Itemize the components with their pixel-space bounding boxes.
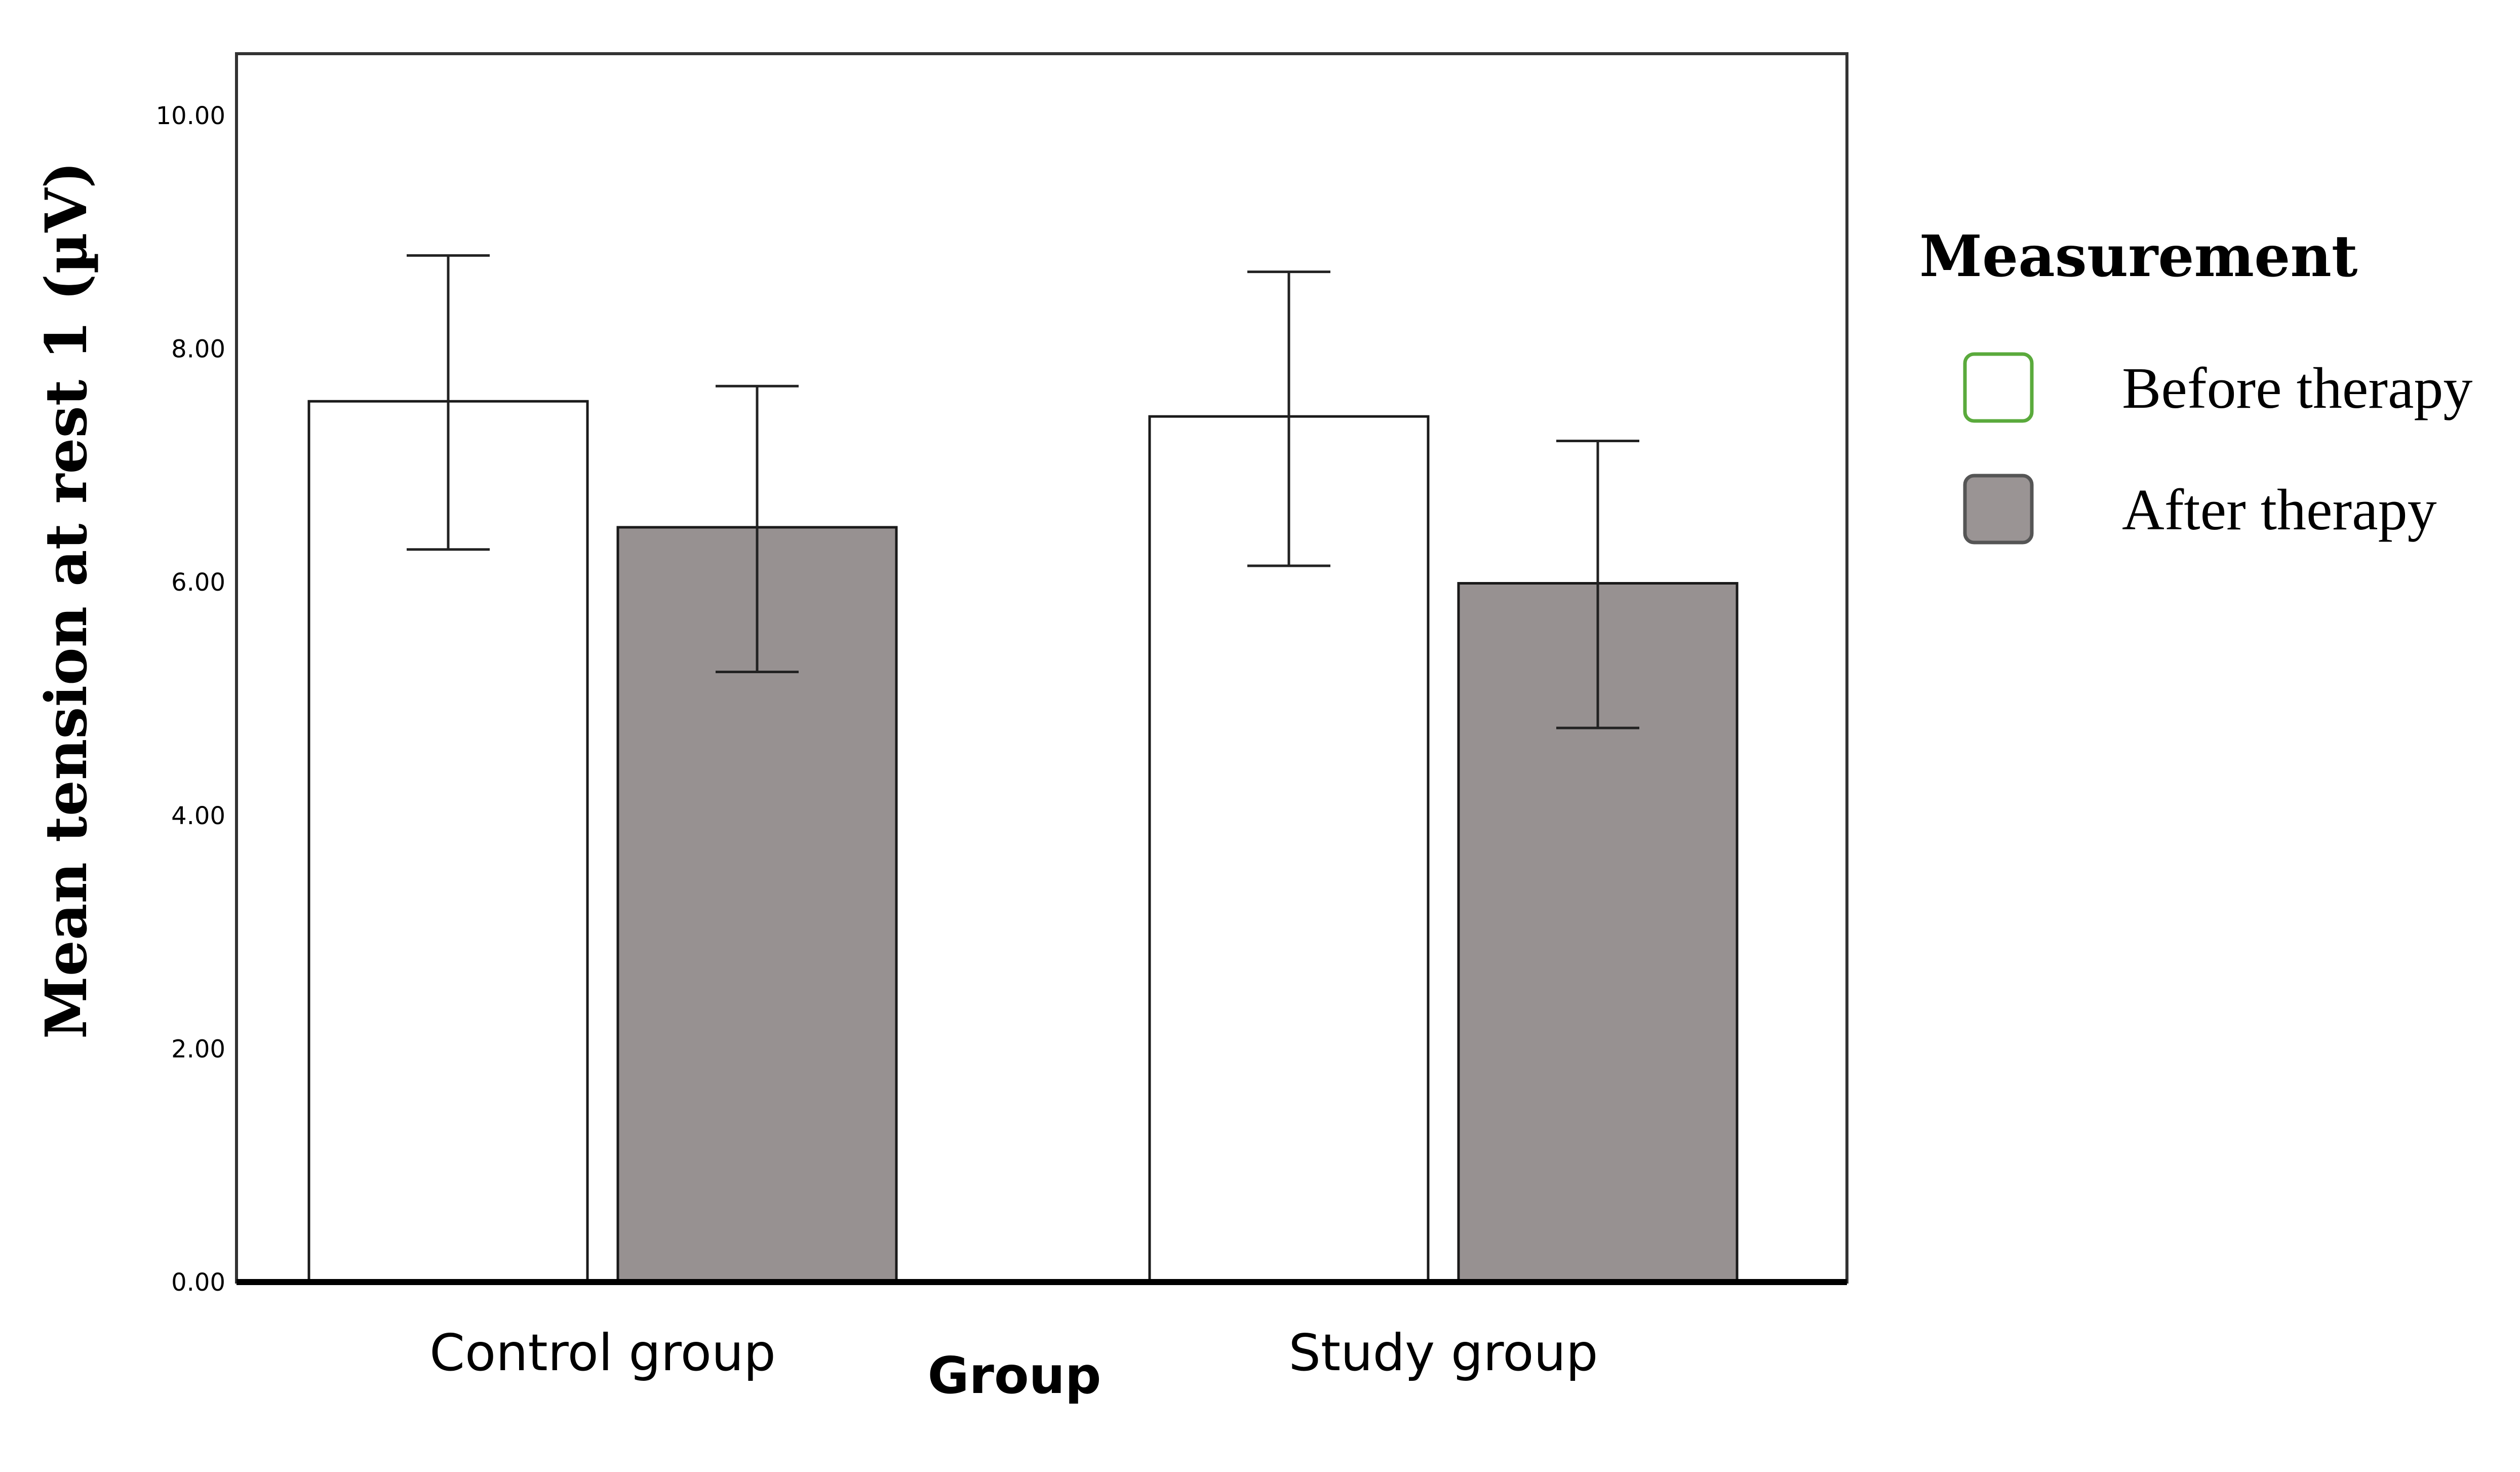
y-tick-label: 10.00	[156, 102, 225, 130]
y-axis-title: Mean tension at rest 1 (µV)	[33, 162, 100, 1039]
y-axis-ticks: 0.00 2.00 4.00 6.00 8.00 10.00	[156, 102, 225, 1297]
legend-swatch-after	[1963, 474, 2034, 545]
y-tick-label: 0.00	[171, 1268, 225, 1297]
legend-swatch-before	[1963, 352, 2034, 423]
legend-items: Before therapy After therapy	[1963, 352, 2472, 545]
x-axis-categories: Control group Study group	[429, 1323, 1598, 1382]
error-bars-layer	[407, 254, 1639, 729]
y-tick-label: 4.00	[171, 802, 225, 830]
y-tick-label: 2.00	[171, 1035, 225, 1063]
x-category-label: Control group	[429, 1323, 776, 1382]
x-axis-title: Group	[928, 1346, 1101, 1405]
y-tick-label: 6.00	[171, 568, 225, 597]
legend: Measurement Before therapy After therapy	[1919, 223, 2472, 545]
legend-label-before: Before therapy	[2122, 356, 2472, 421]
y-tick-label: 8.00	[171, 335, 225, 364]
x-category-label: Study group	[1289, 1323, 1598, 1382]
legend-title: Measurement	[1919, 223, 2358, 290]
legend-label-after: After therapy	[2122, 478, 2437, 543]
bars-layer	[307, 400, 1739, 1284]
